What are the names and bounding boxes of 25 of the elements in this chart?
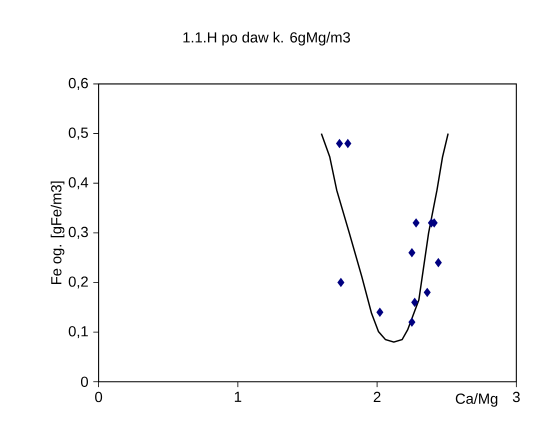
y-tick-label: 0,3 [68, 226, 88, 240]
y-tick-label: 0,4 [68, 177, 88, 190]
y-tick-label: 0 [80, 376, 88, 388]
x-tick-label: 3 [512, 392, 520, 402]
y-tick-label: 0,6 [68, 78, 88, 90]
point [434, 258, 442, 268]
x-tick-label: 2 [374, 392, 380, 402]
x-axis-title: Ca/Mg [456, 393, 498, 407]
x-tick-label: 0 [95, 392, 102, 402]
point [344, 139, 352, 148]
y-tick-label: 0,2 [68, 276, 88, 289]
point [408, 248, 416, 258]
point [411, 298, 418, 308]
point [337, 278, 344, 288]
point [412, 218, 420, 228]
point [424, 288, 431, 298]
line-series [320, 132, 449, 343]
y-tick-label: 0,1 [68, 326, 88, 338]
point [336, 139, 343, 148]
chart-title: 1.1.H po daw k. 6gMg/m3 [183, 32, 350, 46]
x-tick-label: 1 [234, 392, 242, 402]
y-tick-label: 0,5 [68, 128, 88, 140]
point [376, 308, 384, 317]
y-axis-title: Fe og. [gFe/m3] [50, 182, 64, 284]
point [408, 318, 416, 327]
